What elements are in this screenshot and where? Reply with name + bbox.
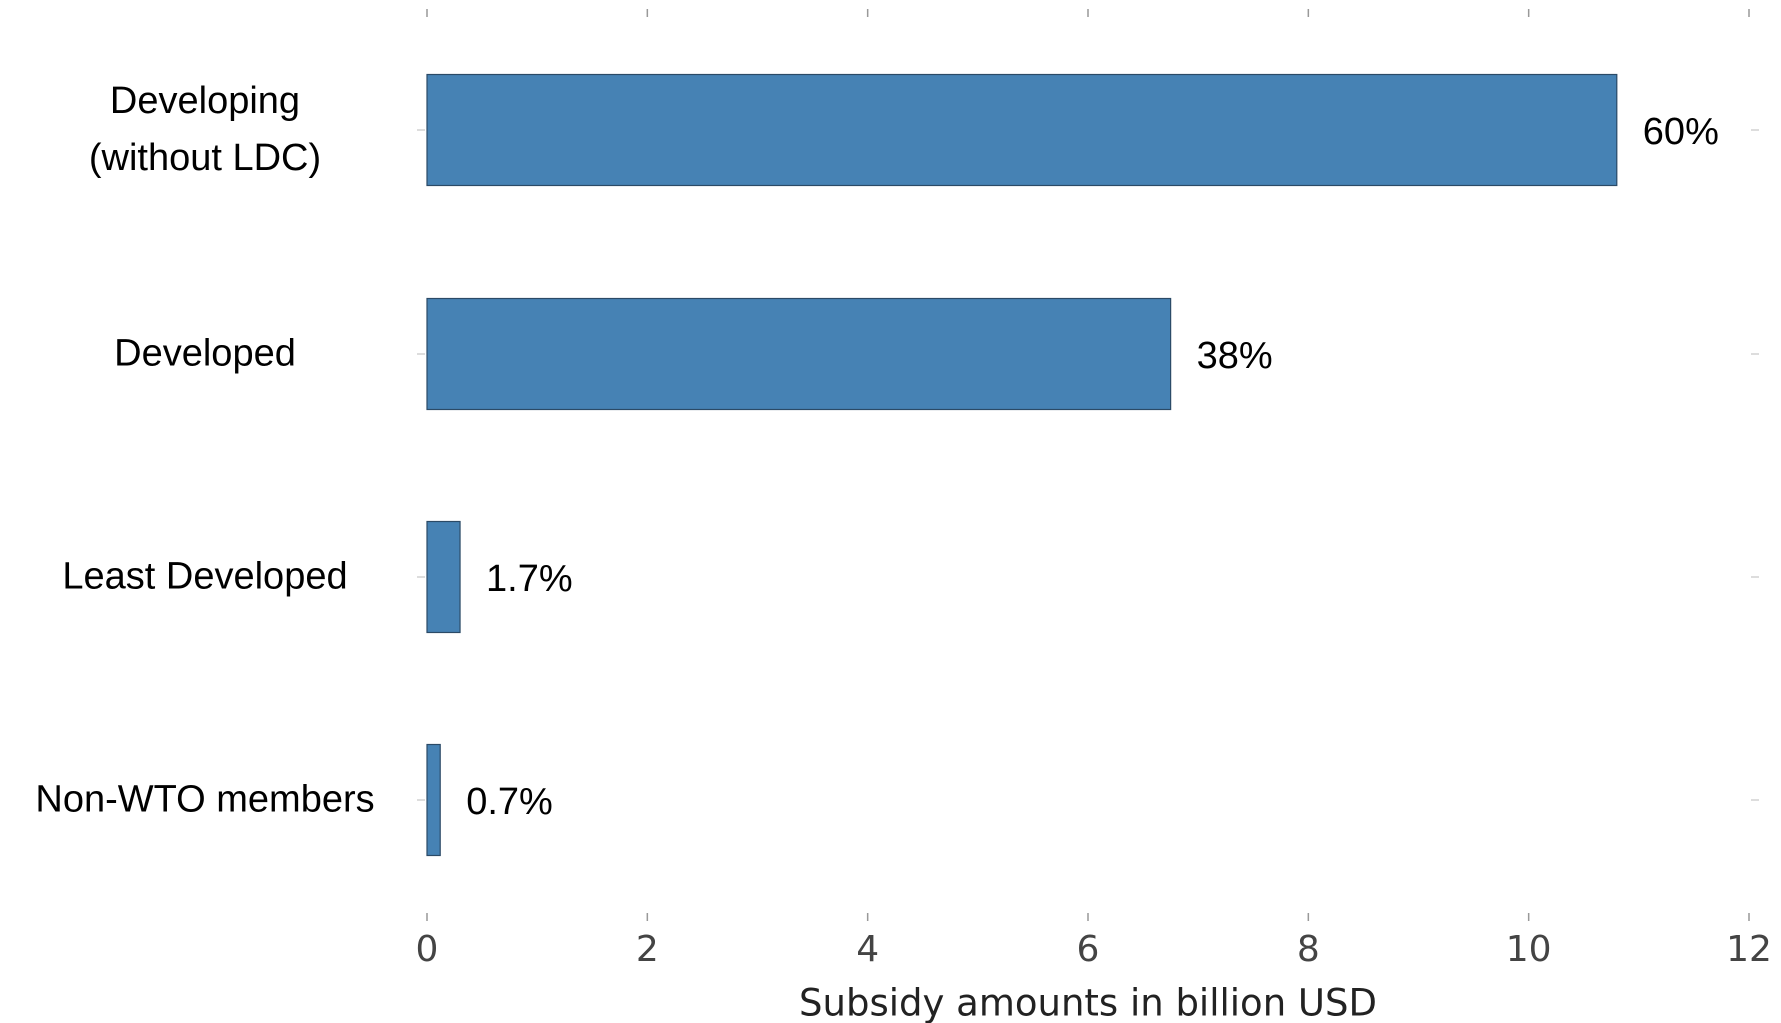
value-label: 0.7% (466, 781, 553, 823)
y-tick-label: Least Developed (62, 555, 348, 598)
x-tick-label: 0 (416, 929, 439, 970)
x-axis-label: Subsidy amounts in billion USD (799, 982, 1377, 1023)
y-tick-label: Non-WTO members (35, 778, 375, 821)
x-tick-label: 4 (856, 929, 879, 970)
x-tick-label: 6 (1077, 929, 1100, 970)
bar (426, 73, 1618, 187)
x-tick-label: 12 (1726, 929, 1772, 970)
bar (426, 520, 461, 634)
y-tick-label: Developed (114, 332, 296, 375)
x-tick-label: 8 (1297, 929, 1320, 970)
value-label: 60% (1643, 111, 1719, 153)
x-tick-label: 2 (636, 929, 659, 970)
y-tick-label: Developing (without LDC) (88, 80, 322, 179)
value-label: 38% (1197, 335, 1273, 377)
bar (426, 743, 441, 857)
x-tick-label: 10 (1506, 929, 1552, 970)
value-label: 1.7% (486, 558, 573, 600)
bar (426, 297, 1172, 411)
